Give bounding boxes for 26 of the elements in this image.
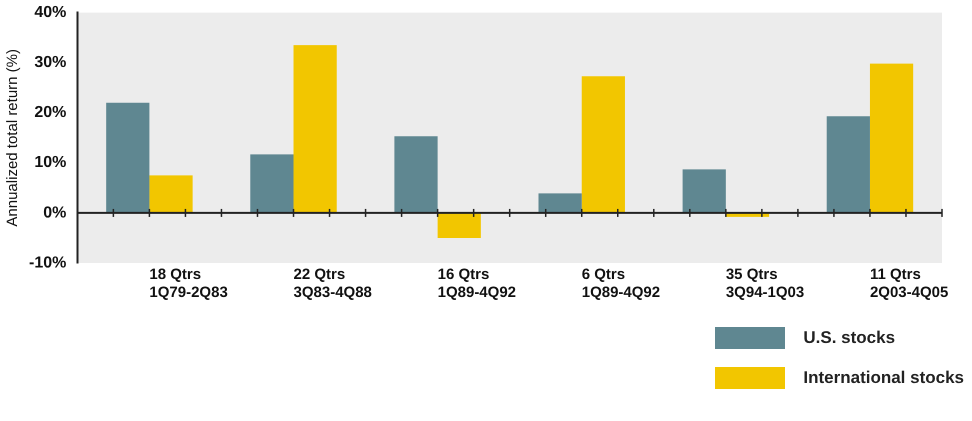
y-tick-label: 0% <box>43 204 66 222</box>
x-tick-label: 11 Qtrs 2Q03-4Q05 <box>870 266 948 302</box>
y-tick-label: -10% <box>28 254 66 272</box>
bar <box>538 193 582 213</box>
y-tick-label: 30% <box>34 54 66 72</box>
bar <box>294 45 337 213</box>
x-tick-label: 16 Qtrs 1Q89-4Q92 <box>438 266 516 302</box>
y-tick-label: 10% <box>34 154 66 172</box>
x-tick-label: 18 Qtrs 1Q79-2Q83 <box>149 266 228 302</box>
legend-label: International stocks <box>803 368 964 388</box>
legend-label: U.S. stocks <box>803 328 896 348</box>
y-tick-label: 40% <box>34 4 66 22</box>
bar <box>106 102 150 213</box>
bar <box>870 64 914 213</box>
bar <box>438 212 481 238</box>
x-tick-label: 22 Qtrs 3Q83-4Q88 <box>294 266 372 302</box>
bar <box>826 116 870 213</box>
x-tick-label: 6 Qtrs 1Q89-4Q92 <box>582 266 660 302</box>
bar <box>394 136 438 213</box>
bar <box>682 169 726 213</box>
y-axis-title: Annualized total return (%) <box>4 49 22 227</box>
bar <box>250 154 294 213</box>
bar <box>149 175 193 213</box>
y-tick-label: 20% <box>34 104 66 122</box>
bar <box>582 76 625 213</box>
x-tick-label: 35 Qtrs 3Q94-1Q03 <box>726 266 804 302</box>
